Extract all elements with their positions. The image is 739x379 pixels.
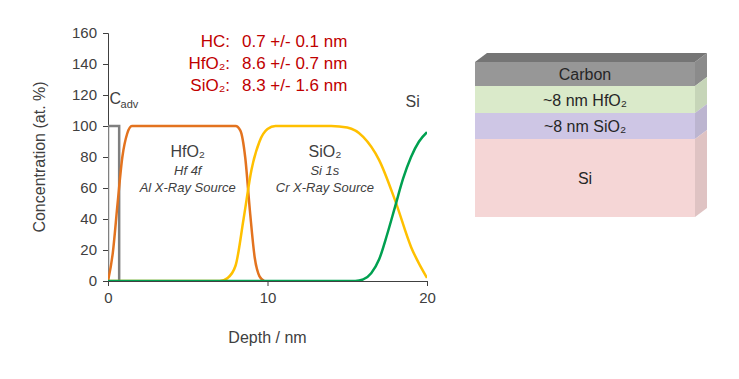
thickness-value: 8.3 +/- 1.6 nm: [242, 76, 347, 95]
tick-label: 0: [89, 272, 97, 289]
layer: [475, 139, 695, 217]
y-axis: 0 20 40 60 80 100 120 140 160: [72, 24, 109, 289]
annotation-line: Al X-Ray Source: [139, 180, 236, 195]
tick-mark: [103, 250, 108, 251]
plot-lines: [108, 126, 427, 281]
layer: [475, 62, 695, 86]
layer-label: Carbon: [559, 66, 611, 83]
tick: 40: [80, 210, 108, 227]
annotation: C: [110, 90, 122, 107]
axis-line: [103, 34, 109, 282]
tick-mark: [103, 33, 108, 34]
series-line: [108, 126, 427, 281]
layer-side: [695, 130, 707, 217]
annotation: HfO₂: [170, 143, 205, 160]
thickness-labels: HC: 0.7 +/- 0.1 nm HfO₂: 8.6 +/- 0.7 nm SiO₂…: [188, 32, 347, 95]
series-line: [108, 132, 427, 281]
thickness-value: 8.6 +/- 0.7 nm: [242, 54, 347, 73]
x-axis-title: Depth / nm: [228, 329, 306, 346]
annotations: Cadv HfO₂ Hf 4f Al X-Ray Source SiO₂ Si 1s Cr …: [110, 90, 420, 195]
tick-mark: [268, 281, 269, 286]
y-axis-title: Concentration (at. %): [31, 81, 48, 232]
tick: 10: [260, 281, 277, 306]
layer: [475, 113, 695, 139]
tick: 20: [419, 281, 436, 306]
tick: 80: [80, 148, 108, 165]
tick: 0: [89, 272, 108, 289]
tick-label: 20: [419, 289, 436, 306]
tick-mark: [427, 281, 428, 286]
thickness-label: HfO₂:: [188, 54, 230, 73]
block-top: [475, 53, 707, 62]
layer-label: Si: [578, 170, 592, 187]
annotation: Si: [406, 93, 420, 110]
layer-diagram: Carbon ~8 nm HfO₂ ~8 nm SiO₂ Si: [475, 53, 707, 217]
tick-mark: [103, 219, 108, 220]
tick-label: 10: [260, 289, 277, 306]
tick-label: 20: [80, 241, 97, 258]
annotation: SiO₂: [308, 143, 341, 160]
annotation-sub: adv: [121, 98, 139, 110]
layer-label: ~8 nm HfO₂: [543, 92, 627, 109]
thickness-label: HC:: [201, 32, 230, 51]
series-line: [108, 126, 264, 281]
axis-line: [109, 282, 428, 287]
tick: 120: [72, 86, 108, 103]
tick: 100: [72, 117, 108, 134]
tick-mark: [103, 281, 108, 282]
layer-label: ~8 nm SiO₂: [544, 118, 626, 135]
tick: 60: [80, 179, 108, 196]
tick-mark: [103, 157, 108, 158]
tick-label: 100: [72, 117, 97, 134]
thickness-label: SiO₂:: [190, 76, 230, 95]
tick-label: 120: [72, 86, 97, 103]
tick-label: 80: [80, 148, 97, 165]
annotation-line: Si 1s: [310, 163, 339, 178]
tick-mark: [103, 126, 108, 127]
tick: 20: [80, 241, 108, 258]
tick-label: 140: [72, 55, 97, 72]
thickness-value: 0.7 +/- 0.1 nm: [242, 32, 347, 51]
tick-label: 40: [80, 210, 97, 227]
tick: 140: [72, 55, 108, 72]
annotation-line: Hf 4f: [174, 163, 203, 178]
annotation-line: Cr X-Ray Source: [276, 180, 374, 195]
tick-mark: [103, 64, 108, 65]
tick: 0: [104, 281, 112, 306]
tick-mark: [103, 95, 108, 96]
tick-label: 160: [72, 24, 97, 41]
tick-label: 0: [104, 289, 112, 306]
tick-mark: [103, 188, 108, 189]
canvas: 0 10 20 0 20 40 60 80 100 120 140 160 Depth / nm Conc…: [0, 0, 739, 379]
tick-label: 60: [80, 179, 97, 196]
x-axis: 0 10 20: [104, 281, 436, 306]
tick: 160: [72, 24, 108, 41]
layer: [475, 86, 695, 113]
